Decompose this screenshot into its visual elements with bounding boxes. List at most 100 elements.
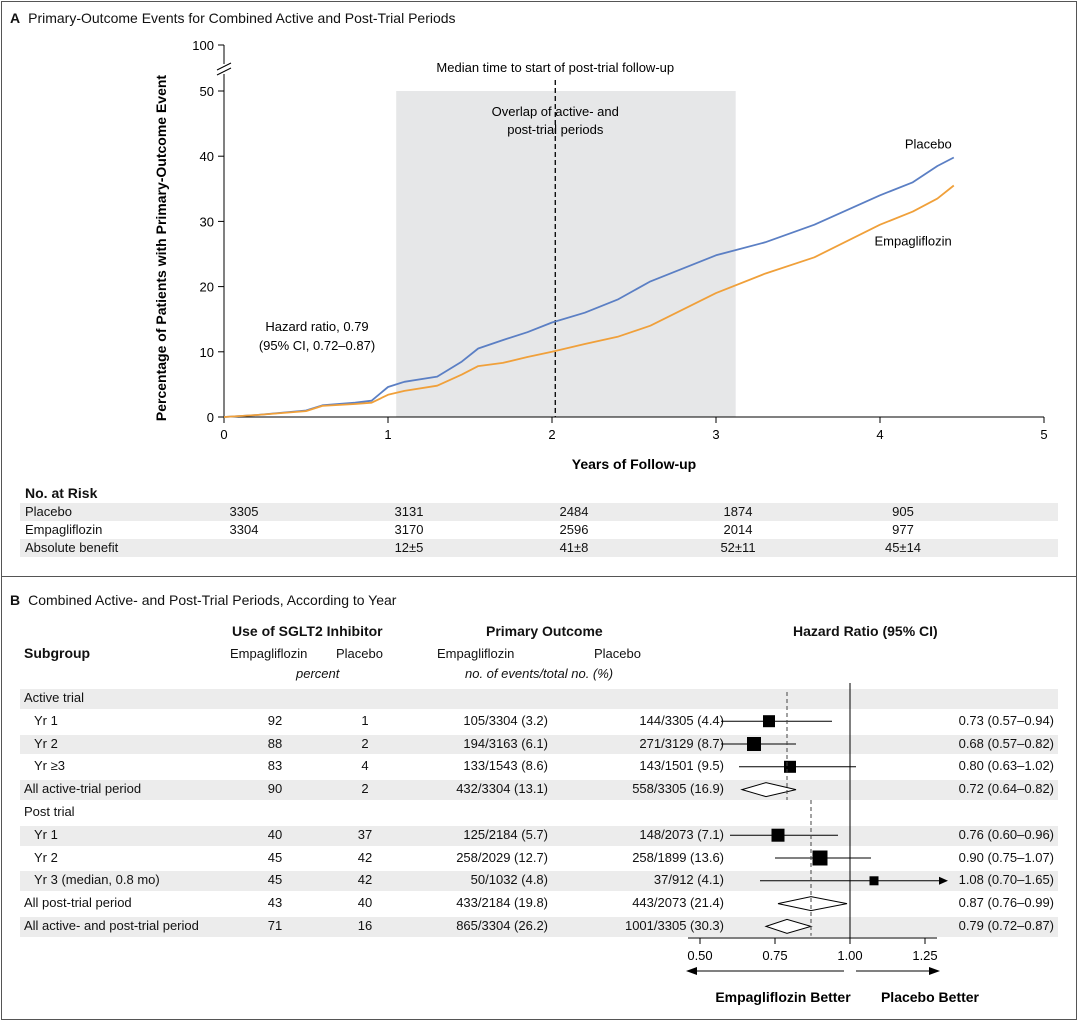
hr-value: 0.87 (0.76–0.99) — [958, 895, 1054, 911]
empagliflozin-series-label: Empagliflozin — [874, 234, 951, 249]
subgroup-row: Yr 2 45 42 258/2029 (12.7) 258/1899 (13.6) 0.… — [20, 849, 1058, 869]
panel-a-letter: A — [10, 10, 21, 26]
risk-value: 3131 — [394, 504, 424, 519]
placebo-events: 258/1899 (13.6) — [632, 849, 724, 865]
subgroup-row: Yr ≥3 83 4 133/1543 (8.6) 143/1501 (9.5) 0.80… — [20, 757, 1058, 777]
sglt2-empa-value: 92 — [267, 712, 283, 728]
risk-row-label: Absolute benefit — [25, 540, 119, 555]
header-sglt2-placebo: Placebo — [336, 646, 383, 661]
subgroup-row: All active-trial period 90 2 432/3304 (13.1… — [20, 780, 1058, 800]
header-primary-empa: Empagliflozin — [437, 646, 515, 661]
sglt2-empa-value: 43 — [267, 895, 283, 911]
sglt2-empa-value: 83 — [267, 758, 283, 774]
placebo-events: 148/2073 (7.1) — [639, 826, 724, 842]
placebo-events: 443/2073 (21.4) — [632, 895, 724, 911]
risk-row: Empagliflozin 3304 3170 2596 2014 977 — [20, 521, 1058, 539]
sglt2-empa-value: 71 — [267, 918, 283, 933]
subgroup-label: Active trial — [24, 690, 84, 705]
subgroup-row: All active- and post-trial period 71 16 865… — [20, 917, 1058, 937]
sglt2-empa-value: 88 — [267, 735, 283, 751]
x-tick-label: 2 — [548, 427, 555, 442]
sglt2-placebo-value: 4 — [361, 758, 369, 774]
sglt2-placebo-value: 2 — [361, 735, 369, 751]
sglt2-placebo-value: 37 — [357, 826, 373, 842]
hr-value: 0.73 (0.57–0.94) — [958, 712, 1054, 728]
subgroup-label: Yr 3 (median, 0.8 mo) — [34, 872, 160, 888]
overlap-shading — [396, 91, 736, 417]
panel-divider — [1, 576, 1077, 577]
risk-value: 905 — [892, 504, 914, 519]
placebo-events: 271/3129 (8.7) — [639, 735, 724, 751]
x-tick-label: 5 — [1040, 427, 1047, 442]
risk-value: 977 — [892, 522, 914, 537]
panel-a-title: A Primary-Outcome Events for Combined Act… — [10, 10, 456, 26]
risk-row: Placebo 3305 3131 2484 1874 905 — [20, 503, 1058, 521]
y-tick-label: 30 — [200, 214, 214, 229]
risk-value: 3170 — [394, 522, 424, 537]
empa-events: 258/2029 (12.7) — [456, 849, 548, 865]
sglt2-empa-value: 45 — [267, 872, 283, 888]
risk-row-label: Placebo — [25, 504, 72, 519]
placebo-series-label: Placebo — [905, 137, 952, 152]
y-tick-label: 20 — [200, 280, 214, 295]
sglt2-placebo-value: 16 — [357, 918, 373, 933]
risk-value: 2014 — [723, 522, 753, 537]
sglt2-empa-value: 90 — [267, 781, 283, 797]
header-sglt2-empa: Empagliflozin — [230, 646, 308, 661]
hr-value: 0.72 (0.64–0.82) — [958, 781, 1054, 797]
risk-row: Absolute benefit 12±5 41±8 52±11 45±14 — [20, 539, 1058, 557]
y-tick-label: 40 — [200, 149, 214, 164]
empa-events: 133/1543 (8.6) — [463, 758, 548, 774]
placebo-events: 37/912 (4.1) — [653, 872, 724, 888]
y-axis-title: Percentage of Patients with Primary-Outc… — [153, 75, 169, 422]
subgroup-row: Yr 2 88 2 194/3163 (6.1) 271/3129 (8.7) 0.68 … — [20, 734, 1058, 755]
header-primary-placebo: Placebo — [594, 646, 641, 661]
risk-value: 3304 — [229, 522, 259, 537]
axis-break-mark — [216, 67, 232, 76]
header-events: no. of events/total no. (%) — [465, 666, 614, 681]
panel-b-title-text: Combined Active- and Post-Trial Periods,… — [28, 592, 397, 608]
header-percent: percent — [296, 666, 340, 681]
empa-events: 433/2184 (19.8) — [456, 895, 548, 911]
x-tick-label: 3 — [712, 427, 719, 442]
empagliflozin-curve — [223, 184, 955, 418]
hazard-ratio-annotation: Hazard ratio, 0.79 — [265, 319, 368, 334]
header-sglt2: Use of SGLT2 Inhibitor — [232, 623, 383, 639]
risk-value: 41±8 — [559, 540, 589, 555]
axis-break-mark — [216, 62, 232, 71]
hr-value: 1.08 (0.70–1.65) — [958, 872, 1054, 888]
panel-a-title-text: Primary-Outcome Events for Combined Acti… — [28, 10, 456, 26]
risk-row-label: Empagliflozin — [25, 522, 103, 537]
header-subgroup: Subgroup — [24, 645, 91, 661]
y-tick-label: 0 — [207, 410, 214, 425]
risk-title: No. at Risk — [25, 485, 98, 501]
empa-events: 865/3304 (26.2) — [456, 918, 548, 933]
placebo-events: 143/1501 (9.5) — [639, 758, 724, 774]
subgroup-row: Yr 1 92 1 105/3304 (3.2) 144/3305 (4.4) 0.73 … — [20, 712, 1058, 732]
median-annotation: Median time to start of post-trial follo… — [436, 60, 674, 75]
subgroup-row: All post-trial period 43 40 433/2184 (19.8)… — [20, 894, 1058, 914]
subgroup-label: Yr ≥3 — [34, 758, 65, 774]
placebo-events: 558/3305 (16.9) — [632, 781, 724, 797]
empa-events: 432/3304 (13.1) — [456, 781, 548, 797]
empa-events: 194/3163 (6.1) — [463, 735, 548, 751]
subgroup-label: Post trial — [24, 804, 75, 819]
overlap-annotation: Overlap of active- and — [492, 104, 619, 119]
empa-events: 125/2184 (5.7) — [463, 826, 548, 842]
empa-events: 105/3304 (3.2) — [463, 712, 548, 728]
section-row: Active trial — [20, 689, 1058, 709]
hr-value: 0.79 (0.72–0.87) — [958, 918, 1054, 933]
risk-value: 3305 — [229, 504, 259, 519]
sglt2-placebo-value: 2 — [361, 781, 369, 797]
km-chart: 100 0 10 20 30 40 50 0 1 2 3 4 5 Years of Follow-up Pe… — [153, 38, 1048, 472]
subgroup-label: All active- and post-trial period — [24, 918, 199, 933]
hr-value: 0.90 (0.75–1.07) — [958, 849, 1054, 865]
header-primary: Primary Outcome — [486, 623, 603, 639]
section-row: Post trial — [20, 803, 1058, 823]
placebo-events: 1001/3305 (30.3) — [624, 918, 724, 933]
x-tick-label: 1 — [384, 427, 391, 442]
x-axis-title: Years of Follow-up — [572, 456, 696, 472]
risk-value: 2596 — [559, 522, 589, 537]
header-hr: Hazard Ratio (95% CI) — [793, 623, 938, 639]
risk-value: 1874 — [723, 504, 753, 519]
